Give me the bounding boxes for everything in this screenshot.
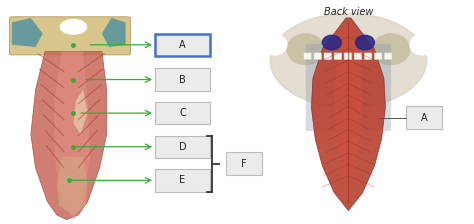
FancyBboxPatch shape (155, 102, 210, 124)
Text: F: F (241, 159, 247, 168)
Ellipse shape (410, 35, 434, 55)
Polygon shape (334, 22, 363, 202)
FancyBboxPatch shape (374, 53, 382, 60)
Ellipse shape (263, 35, 287, 55)
FancyBboxPatch shape (324, 53, 331, 60)
FancyBboxPatch shape (155, 34, 210, 56)
FancyBboxPatch shape (314, 53, 321, 60)
Ellipse shape (270, 13, 427, 108)
Polygon shape (311, 18, 385, 211)
FancyBboxPatch shape (407, 106, 442, 129)
FancyBboxPatch shape (306, 44, 391, 131)
Polygon shape (12, 18, 43, 47)
Ellipse shape (61, 19, 86, 34)
Text: Back view: Back view (324, 7, 373, 17)
Text: D: D (179, 142, 186, 152)
Text: A: A (179, 40, 186, 50)
Text: C: C (179, 108, 186, 118)
FancyBboxPatch shape (334, 53, 342, 60)
Polygon shape (57, 157, 88, 215)
FancyBboxPatch shape (155, 68, 210, 91)
FancyBboxPatch shape (155, 136, 210, 158)
FancyBboxPatch shape (364, 53, 372, 60)
Text: B: B (179, 75, 186, 84)
FancyBboxPatch shape (227, 152, 262, 175)
Polygon shape (31, 52, 107, 220)
FancyBboxPatch shape (5, 9, 145, 220)
Ellipse shape (372, 34, 410, 65)
FancyBboxPatch shape (304, 53, 311, 60)
Ellipse shape (287, 34, 325, 65)
Polygon shape (55, 52, 90, 220)
Polygon shape (73, 90, 88, 134)
FancyBboxPatch shape (384, 53, 392, 60)
Ellipse shape (356, 35, 374, 50)
FancyBboxPatch shape (263, 13, 453, 220)
Polygon shape (102, 18, 126, 47)
FancyBboxPatch shape (354, 53, 362, 60)
Text: E: E (180, 175, 185, 185)
Ellipse shape (322, 35, 341, 50)
Text: A: A (421, 113, 428, 123)
FancyBboxPatch shape (9, 17, 130, 55)
FancyBboxPatch shape (344, 53, 352, 60)
FancyBboxPatch shape (155, 169, 210, 192)
